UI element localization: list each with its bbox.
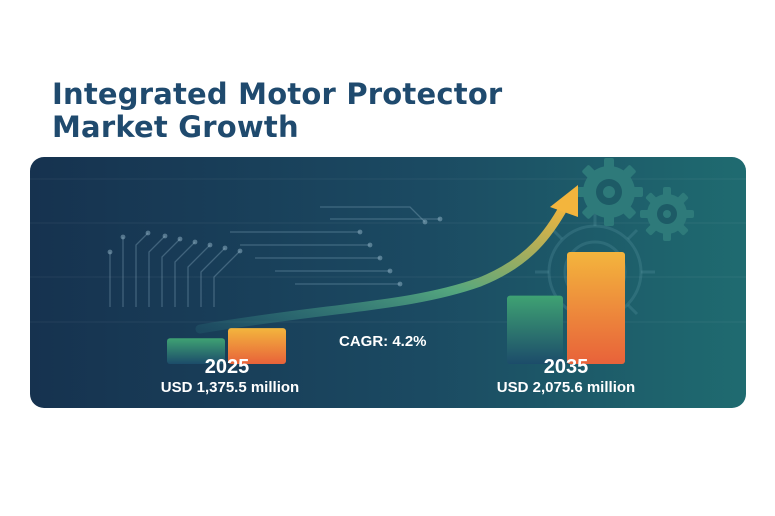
- chart-panel: 2025 USD 1,375.5 million CAGR: 4.2% 2035…: [30, 157, 746, 408]
- category-label-2025: 2025: [204, 356, 250, 378]
- circuit-nodes: [107, 216, 443, 287]
- page-title: Integrated Motor Protector Market Growth: [52, 78, 502, 144]
- circuit-lines: [109, 206, 440, 307]
- bar-orange-2035: [567, 252, 625, 364]
- gear-icon: [575, 158, 643, 226]
- bar-green-2035: [507, 295, 563, 364]
- category-label-2035: 2035: [543, 356, 589, 378]
- value-label-2035: USD 2,075.6 million: [496, 379, 636, 396]
- title-line-2: Market Growth: [52, 110, 299, 144]
- bar-orange-2025: [228, 328, 286, 364]
- cagr-label: CAGR: 4.2%: [339, 333, 427, 350]
- bars: [167, 252, 625, 364]
- growth-arrow-icon: [195, 185, 578, 334]
- bar-green-2025: [167, 338, 225, 364]
- title-line-1: Integrated Motor Protector: [52, 77, 503, 111]
- value-label-2025: USD 1,375.5 million: [160, 379, 300, 396]
- gear-icon-small: [640, 187, 694, 241]
- market-growth-chart: [30, 157, 746, 408]
